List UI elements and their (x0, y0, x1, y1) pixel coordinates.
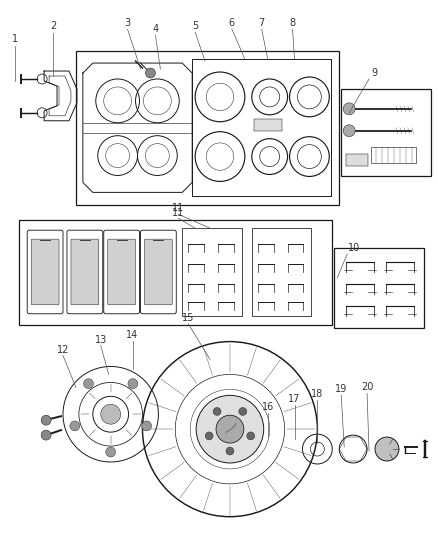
Circle shape (216, 415, 244, 443)
Bar (346, 154, 368, 166)
Text: 15: 15 (182, 313, 194, 323)
Text: 17: 17 (288, 394, 301, 405)
Text: 12: 12 (57, 344, 69, 354)
Circle shape (70, 421, 80, 431)
Circle shape (375, 437, 399, 461)
Text: 5: 5 (192, 21, 198, 31)
Bar (19, 220, 332, 325)
Text: 1: 1 (12, 34, 18, 44)
Text: 9: 9 (371, 68, 377, 78)
Text: 3: 3 (124, 18, 131, 28)
Circle shape (343, 125, 355, 136)
Text: 18: 18 (311, 389, 324, 399)
Text: 16: 16 (261, 402, 274, 412)
Circle shape (226, 447, 234, 455)
Text: 14: 14 (127, 329, 139, 340)
Text: 11: 11 (172, 208, 184, 219)
FancyBboxPatch shape (31, 239, 59, 305)
Circle shape (247, 432, 254, 440)
Text: 19: 19 (335, 384, 347, 394)
Circle shape (84, 378, 93, 389)
Text: 6: 6 (229, 18, 235, 28)
Text: 4: 4 (152, 24, 159, 34)
Circle shape (101, 404, 120, 424)
Circle shape (141, 421, 152, 431)
FancyBboxPatch shape (71, 239, 99, 305)
Bar (192, 59, 331, 196)
Bar (334, 248, 424, 328)
Circle shape (239, 407, 247, 415)
Bar (254, 119, 282, 131)
Bar (182, 228, 242, 316)
Text: 13: 13 (95, 335, 107, 345)
Circle shape (106, 447, 116, 457)
Text: 11: 11 (172, 203, 184, 213)
Circle shape (205, 432, 213, 440)
Text: 10: 10 (348, 243, 360, 253)
Text: 2: 2 (50, 21, 56, 31)
Text: 20: 20 (361, 382, 373, 392)
FancyBboxPatch shape (145, 239, 172, 305)
Circle shape (41, 430, 51, 440)
Bar (76, 51, 339, 205)
FancyBboxPatch shape (108, 239, 135, 305)
Bar (341, 89, 431, 176)
Circle shape (128, 378, 138, 389)
Circle shape (41, 415, 51, 425)
Bar (371, 147, 416, 163)
Circle shape (196, 395, 264, 463)
Circle shape (213, 407, 221, 415)
Text: 8: 8 (290, 18, 296, 28)
Text: 7: 7 (258, 18, 265, 28)
Bar (252, 228, 311, 316)
Circle shape (343, 103, 355, 115)
Circle shape (145, 68, 155, 78)
